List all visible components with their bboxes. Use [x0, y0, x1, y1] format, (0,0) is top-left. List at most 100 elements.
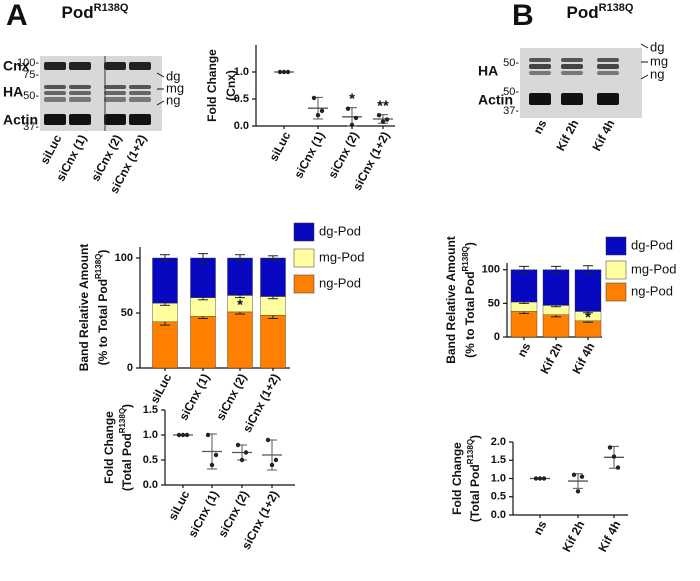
y-tick-label: 1.5	[143, 404, 158, 416]
blot-row-label: Actin	[478, 92, 513, 108]
y-tick-label: 0.5	[234, 93, 249, 105]
data-point	[607, 445, 613, 450]
error-bar	[160, 254, 170, 262]
blot-band	[129, 114, 151, 125]
error-bar	[198, 253, 208, 263]
y-axis-label-text: (Cnx)	[224, 70, 238, 101]
y-tick-label: 0	[127, 362, 133, 374]
x-tick-label: siLuc	[147, 371, 174, 406]
legend-swatch	[293, 222, 315, 242]
band-label: ng	[650, 66, 664, 81]
y-axis-label: Fold Change	[450, 442, 464, 515]
size-marker: 37-	[23, 121, 39, 133]
data-point	[353, 115, 359, 121]
bar-segment	[260, 296, 286, 316]
legend-label: mg-Pod	[319, 249, 365, 264]
blot-band	[104, 62, 126, 70]
data-point	[571, 472, 577, 478]
size-marker: 50-	[503, 57, 519, 69]
y-axis-label-text: (Total Pod	[468, 464, 482, 522]
y-axis-label-text: )	[96, 250, 110, 254]
blot-band	[529, 71, 551, 75]
legend-label: ng-Pod	[631, 283, 673, 298]
data-point	[243, 450, 249, 455]
blot-band	[44, 114, 66, 125]
y-axis-label: Band Relative Amount	[77, 244, 91, 372]
y-tick-label: 50	[121, 307, 133, 319]
legend-swatch	[605, 282, 627, 302]
x-tick-label: siCnx (1)	[176, 371, 212, 422]
bar-segment	[260, 257, 286, 297]
blot-band	[597, 93, 619, 105]
error-bar	[551, 265, 561, 274]
data-point	[281, 69, 287, 75]
data-point	[209, 462, 215, 468]
data-point	[269, 462, 275, 468]
y-axis-label: (Total PodR138Q)	[118, 404, 134, 491]
y-axis-label-text: )	[120, 404, 134, 408]
x-tick-label: Kif 4h	[595, 518, 623, 554]
blot-band	[44, 85, 66, 89]
lane-label: siLuc	[37, 132, 64, 167]
y-tick-label: 1.0	[234, 66, 249, 78]
data-point	[533, 476, 539, 481]
blot-title: PodR138Q	[567, 2, 634, 23]
blot-band	[597, 58, 619, 62]
blot-band	[561, 64, 583, 69]
data-point	[380, 119, 386, 124]
blot-band	[529, 93, 551, 105]
data-point	[273, 457, 279, 463]
blot-band	[69, 85, 91, 89]
data-point	[541, 476, 547, 481]
blot-band	[69, 114, 91, 125]
data-point	[239, 457, 245, 463]
bar-segment	[260, 315, 286, 369]
blot-band	[104, 97, 126, 102]
blot-band	[129, 62, 151, 70]
y-axis-label-text: (% to Total Pod	[96, 279, 110, 365]
y-axis-label-text: (% to Total Pod	[463, 271, 477, 357]
blot-band	[529, 58, 551, 62]
data-point	[277, 69, 283, 75]
band-label: dg	[166, 68, 180, 83]
blot-band	[104, 85, 126, 89]
size-marker: 100-	[17, 57, 39, 69]
lane-label: ns	[531, 117, 550, 136]
blot-band	[561, 93, 583, 105]
blot-band	[69, 91, 91, 95]
panel-label: B	[512, 0, 534, 32]
y-tick-label: 100	[482, 264, 500, 276]
blot-band	[129, 91, 151, 95]
y-axis-label-text: )	[468, 435, 482, 439]
blot-title-text: Pod	[62, 3, 94, 22]
legend-label: dg-Pod	[631, 237, 673, 252]
blot-band	[104, 114, 126, 125]
x-tick-label: Kif 2h	[537, 340, 565, 376]
blot-row-label: HA	[3, 84, 23, 100]
bar-segment	[152, 257, 178, 304]
error-bar	[235, 254, 245, 262]
y-axis-label-sup: R138Q	[94, 254, 103, 279]
y-axis-label-sup: R138Q	[118, 408, 127, 433]
y-tick-label: 1.0	[491, 472, 506, 484]
band-label: mg	[650, 53, 668, 68]
error-bar	[583, 265, 593, 275]
blot-band	[561, 71, 583, 75]
data-point	[315, 113, 321, 118]
blot-band	[69, 97, 91, 102]
blot-band	[561, 58, 583, 62]
x-tick-label: ns	[531, 518, 550, 537]
band-leader	[156, 100, 165, 106]
data-point	[575, 489, 581, 494]
blot-band	[597, 64, 619, 69]
data-point	[345, 106, 351, 111]
data-point	[184, 432, 190, 438]
y-axis-label: Fold Change	[102, 411, 116, 484]
data-point	[311, 95, 317, 101]
bar-segment	[227, 257, 253, 296]
y-axis-label: (% to Total PodR138Q)	[461, 242, 477, 358]
data-point	[176, 432, 182, 438]
y-axis-label-sup: R138Q	[461, 246, 470, 271]
significance-mark: *	[349, 91, 355, 108]
